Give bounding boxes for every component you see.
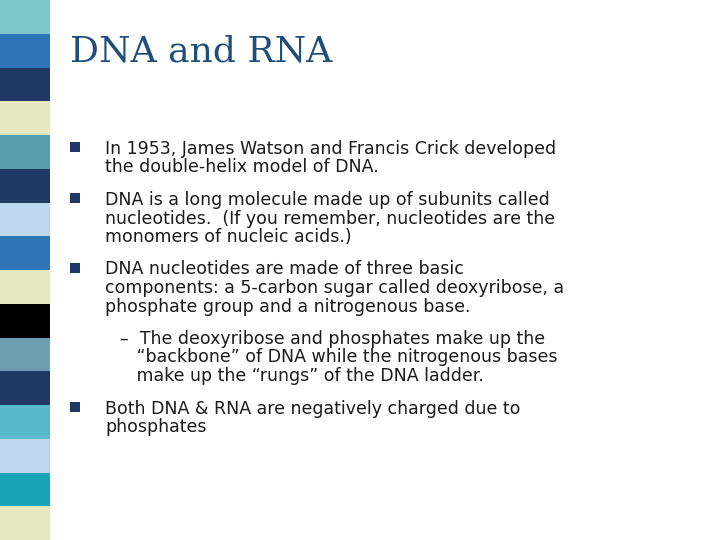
Bar	[70, 262, 80, 273]
Text: Both DNA & RNA are negatively charged due to: Both DNA & RNA are negatively charged du…	[105, 400, 521, 417]
Text: “backbone” of DNA while the nitrogenous bases: “backbone” of DNA while the nitrogenous …	[120, 348, 557, 367]
Bar	[70, 142, 80, 152]
Bar	[0, 237, 50, 270]
Bar	[0, 405, 50, 438]
Bar	[0, 338, 50, 372]
Text: DNA nucleotides are made of three basic: DNA nucleotides are made of three basic	[105, 260, 464, 279]
Text: phosphate group and a nitrogenous base.: phosphate group and a nitrogenous base.	[105, 298, 470, 315]
Text: In 1953, James Watson and Francis Crick developed: In 1953, James Watson and Francis Crick …	[105, 140, 556, 158]
Bar	[0, 33, 50, 68]
Text: –  The deoxyribose and phosphates make up the: – The deoxyribose and phosphates make up…	[120, 330, 545, 348]
Bar	[0, 202, 50, 237]
Bar	[0, 168, 50, 202]
Text: make up the “rungs” of the DNA ladder.: make up the “rungs” of the DNA ladder.	[120, 367, 484, 385]
Text: components: a 5-carbon sugar called deoxyribose, a: components: a 5-carbon sugar called deox…	[105, 279, 564, 297]
Text: nucleotides.  (If you remember, nucleotides are the: nucleotides. (If you remember, nucleotid…	[105, 210, 555, 227]
Text: DNA is a long molecule made up of subunits called: DNA is a long molecule made up of subuni…	[105, 191, 550, 209]
Bar	[0, 372, 50, 405]
Text: the double-helix model of DNA.: the double-helix model of DNA.	[105, 159, 379, 177]
Bar	[0, 135, 50, 168]
Bar	[0, 472, 50, 507]
Bar	[0, 270, 50, 303]
Bar	[0, 102, 50, 135]
Text: monomers of nucleic acids.): monomers of nucleic acids.)	[105, 228, 351, 246]
Bar	[70, 193, 80, 203]
Text: phosphates: phosphates	[105, 418, 207, 436]
Bar	[0, 0, 50, 33]
Text: DNA and RNA: DNA and RNA	[70, 35, 332, 69]
Bar	[0, 507, 50, 540]
Bar	[0, 68, 50, 102]
Bar	[70, 402, 80, 411]
Bar	[0, 303, 50, 338]
Bar	[0, 438, 50, 472]
